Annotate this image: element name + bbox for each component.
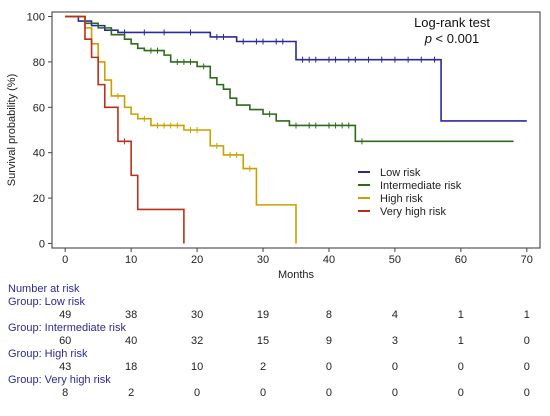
x-tick-label: 50 [389, 254, 401, 266]
risk-table-title: Number at risk [8, 283, 80, 295]
risk-count: 0 [524, 387, 530, 399]
risk-count: 8 [326, 309, 332, 321]
y-axis-title: Survival probability (%) [6, 74, 18, 186]
risk-count: 0 [458, 387, 464, 399]
risk-count: 0 [326, 387, 332, 399]
risk-count: 0 [260, 387, 266, 399]
p-italic: p [424, 31, 432, 46]
legend-label: Intermediate risk [380, 180, 462, 192]
km-curve-very-high-risk [65, 15, 185, 244]
plot-frame [51, 11, 541, 249]
risk-count: 18 [125, 361, 137, 373]
risk-count: 30 [191, 309, 203, 321]
risk-count: 43 [59, 361, 71, 373]
y-tick-label: 100 [27, 12, 45, 24]
p-value-label: p < 0.001 [424, 31, 480, 46]
risk-count: 0 [194, 387, 200, 399]
x-tick-label: 20 [191, 254, 203, 266]
risk-count: 0 [524, 361, 530, 373]
risk-count: 1 [458, 335, 464, 347]
risk-count: 8 [62, 387, 68, 399]
risk-count: 2 [260, 361, 266, 373]
risk-count: 1 [524, 309, 530, 321]
y-tick-label: 80 [33, 57, 45, 69]
risk-group-label: Group: Intermediate risk [8, 322, 126, 334]
legend-label: Low risk [380, 167, 421, 179]
x-tick-label: 40 [323, 254, 335, 266]
risk-group-label: Group: Very high risk [8, 374, 111, 386]
x-axis-title: Months [278, 269, 315, 281]
risk-count: 4 [392, 309, 398, 321]
risk-group-label: Group: Low risk [8, 296, 86, 308]
legend-label: High risk [380, 193, 423, 205]
risk-count: 38 [125, 309, 137, 321]
risk-count: 15 [257, 335, 269, 347]
risk-count: 0 [458, 361, 464, 373]
x-tick-label: 60 [455, 254, 467, 266]
x-tick-label: 30 [257, 254, 269, 266]
risk-count: 0 [392, 361, 398, 373]
risk-count: 3 [392, 335, 398, 347]
risk-count: 60 [59, 335, 71, 347]
x-tick-label: 70 [521, 254, 533, 266]
risk-count: 0 [392, 387, 398, 399]
risk-group-label: Group: High risk [8, 348, 88, 360]
logrank-title: Log-rank test [414, 15, 490, 30]
km-curve-high-risk [65, 15, 297, 244]
risk-count: 1 [458, 309, 464, 321]
x-tick-label: 0 [62, 254, 68, 266]
risk-count: 49 [59, 309, 71, 321]
risk-count: 10 [191, 361, 203, 373]
y-tick-label: 0 [39, 238, 45, 250]
risk-count: 2 [128, 387, 134, 399]
p-value-text: < 0.001 [432, 31, 479, 46]
risk-count: 32 [191, 335, 203, 347]
risk-count: 19 [257, 309, 269, 321]
y-tick-label: 20 [33, 193, 45, 205]
y-tick-label: 60 [33, 102, 45, 114]
risk-count: 40 [125, 335, 137, 347]
y-tick-label: 40 [33, 148, 45, 160]
risk-count: 0 [326, 361, 332, 373]
risk-count: 9 [326, 335, 332, 347]
legend-label: Very high risk [380, 206, 447, 218]
x-tick-label: 10 [125, 254, 137, 266]
risk-count: 0 [524, 335, 530, 347]
